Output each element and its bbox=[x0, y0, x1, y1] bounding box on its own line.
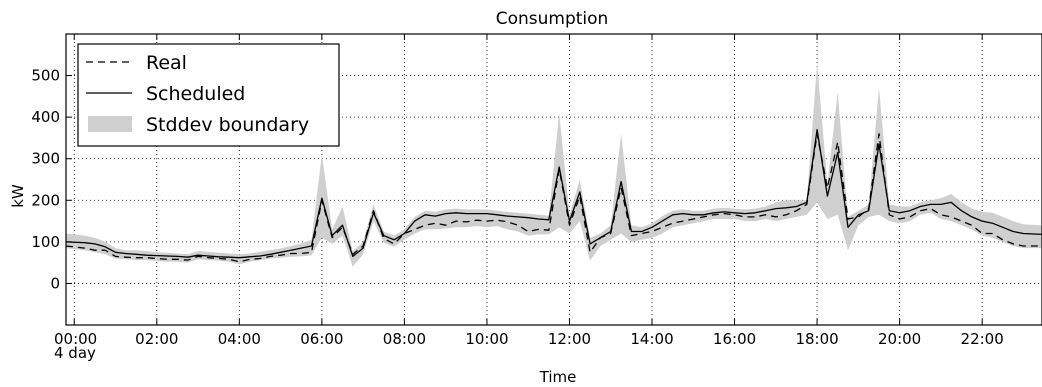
y-tick-label: 500 bbox=[31, 67, 60, 85]
series-line-scheduled bbox=[65, 128, 1042, 259]
x-tick-label: 10:00 bbox=[465, 330, 508, 348]
x-tick-sublabel: 4 day bbox=[54, 344, 96, 362]
x-tick-label: 18:00 bbox=[795, 330, 838, 348]
legend-band-swatch bbox=[88, 116, 132, 132]
x-tick-label: 14:00 bbox=[630, 330, 673, 348]
x-tick-label: 22:00 bbox=[961, 330, 1004, 348]
legend-scheduled-label: Scheduled bbox=[146, 83, 245, 105]
x-tick-label: 12:00 bbox=[548, 330, 591, 348]
tick-marks bbox=[66, 34, 983, 325]
x-tick-label: 02:00 bbox=[135, 330, 178, 348]
y-tick-label: 400 bbox=[31, 108, 60, 126]
legend: Real Scheduled Stddev boundary bbox=[77, 43, 340, 147]
stddev-band bbox=[66, 63, 1042, 267]
x-axis-label: Time bbox=[539, 368, 577, 386]
y-tick-label: 0 bbox=[50, 274, 60, 292]
x-tick-label: 20:00 bbox=[878, 330, 921, 348]
legend-band-label: Stddev boundary bbox=[146, 114, 309, 136]
legend-real-label: Real bbox=[146, 52, 187, 74]
series-line-real bbox=[65, 133, 1042, 263]
y-tick-label: 300 bbox=[31, 150, 60, 168]
series-layer bbox=[65, 128, 1042, 263]
y-tick-labels: 0 100 200 300 400 500 bbox=[31, 67, 60, 293]
x-tick-label: 08:00 bbox=[383, 330, 426, 348]
x-tick-label: 00:00 bbox=[54, 330, 97, 348]
x-tick-label: 04:00 bbox=[218, 330, 261, 348]
x-tick-labels: 00:00 02:00 04:00 06:00 08:00 10:00 12:00 14:00… bbox=[54, 330, 1004, 348]
y-tick-label: 200 bbox=[31, 191, 60, 209]
x-tick-label: 06:00 bbox=[300, 330, 343, 348]
chart-title: Consumption bbox=[496, 9, 609, 29]
x-tick-label: 16:00 bbox=[713, 330, 756, 348]
plot-frame bbox=[65, 33, 1042, 326]
y-axis-label: kW bbox=[9, 184, 27, 208]
y-tick-label: 100 bbox=[31, 233, 60, 251]
stddev-band-layer bbox=[66, 63, 1042, 267]
